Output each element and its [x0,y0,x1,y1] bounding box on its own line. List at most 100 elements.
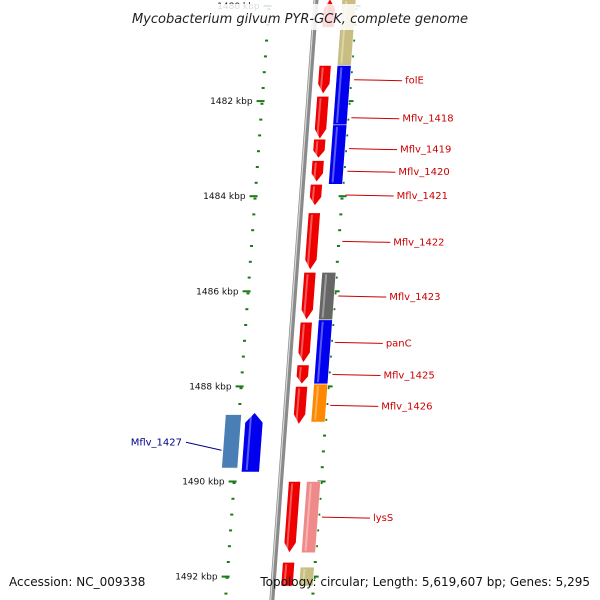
tick-dot [245,308,249,311]
gene-sheen [314,141,319,157]
gene-feature [309,184,323,207]
gene-arrow [297,321,313,364]
gene-feature [328,124,348,185]
tick-dot [321,450,325,453]
gene-sheen [321,274,328,318]
tick-dot [314,545,318,548]
gene-feature [310,160,325,183]
kbp-tick-mark [249,195,258,198]
tick-dot [224,592,228,595]
kbp-tick-mark [310,575,319,578]
gene-arrow [314,96,330,140]
kbp-tick-mark [228,480,237,483]
gene-arrow [293,386,308,426]
gene-arrow [310,160,325,183]
kbp-tick-mark [221,575,230,578]
gene-sheen [316,98,322,138]
gene-label: Mflv_1423 [389,292,440,303]
tick-dot [336,245,340,247]
tick-dot [263,55,267,58]
gene-label-leader [330,404,379,407]
kbp-tick-mark [317,480,326,483]
gene-sheen [306,214,313,268]
kbp-tick-label: 1482 kbp [210,97,253,107]
tick-dot [327,371,331,374]
gene-label-leader [349,148,398,151]
gene-label-leader [354,79,403,82]
tick-dot [334,276,338,279]
kbp-tick-mark [331,290,340,293]
gene-arrow [317,65,332,95]
gene-arrow [301,481,321,554]
tick-dot [249,245,253,247]
tick-dot [319,482,323,484]
tick-dot [331,324,335,326]
tick-dot [238,403,242,405]
gene-label: Mflv_1425 [383,371,434,382]
tick-dot [326,387,330,390]
tick-dot [311,592,315,595]
kbp-tick-mark [345,100,354,103]
gene-label-leader [332,374,381,377]
kbp-tick-label: 1492 kbp [175,573,218,583]
gene-arrow [296,364,310,385]
gene-sheen [304,483,312,551]
tick-dot [241,355,245,358]
kbp-tick-label: 1484 kbp [203,192,246,202]
gene-feature [221,412,264,473]
kbp-tick-mark [242,290,251,293]
gene-labels: folE Mflv_1418 Mflv_1419 Mflv_1420 Mflv_1421… [131,76,454,524]
tick-dot [255,166,259,168]
gene-label-leader [334,341,383,344]
tick-dot [232,482,236,484]
tick-dot [226,561,230,563]
gene-arrow [304,212,321,271]
gene-sheen [311,186,316,204]
gene-label: panC [386,338,412,349]
tick-dot [333,292,337,295]
gene-sheen [298,366,302,383]
tick-dot [261,87,265,89]
gene-label: Mflv_1421 [397,191,448,202]
gene-label-leader [321,516,370,519]
gene-sheen [319,67,324,93]
gene-label-leader [338,295,387,298]
tick-dot [350,55,354,58]
gene-arrow [332,65,352,126]
tick-dot [332,308,336,311]
gene-feature [280,562,295,587]
gene-sheen [331,126,339,183]
map-title: Mycobacterium gilvum PYR-GCK, complete g… [132,12,468,27]
gene-sheen [295,388,301,423]
gene-arrow [313,319,333,385]
tick-dot [225,576,229,579]
gene-arrow [280,562,295,587]
tick-dot [244,324,248,326]
tick-dot [253,197,257,200]
kbp-tick-mark [256,100,265,103]
gene-arrow [312,138,327,159]
tick-dot [328,355,332,358]
gene-label-leaders [185,79,403,519]
tick-dot [338,229,342,232]
tick-dot [352,39,356,42]
gene-shaded-block [221,414,242,469]
gene-label: lysS [373,513,393,524]
kbp-tick-mark [235,385,244,388]
gene-arrow [328,124,348,185]
tick-dot [265,39,269,42]
genome-backbone [269,0,319,600]
tick-dot [330,339,334,342]
gene-feature [297,321,313,364]
gene-feature [313,319,333,385]
genome-summary-text: Topology: circular; Length: 5,619,607 bp… [259,575,590,589]
gene-feature [300,271,317,321]
gene-arrow [298,566,315,587]
gene-label-leader [351,117,400,120]
gene-label-leader [347,170,396,173]
gene-feature [317,65,332,95]
tick-dot [345,134,349,137]
tick-dot [243,339,247,342]
